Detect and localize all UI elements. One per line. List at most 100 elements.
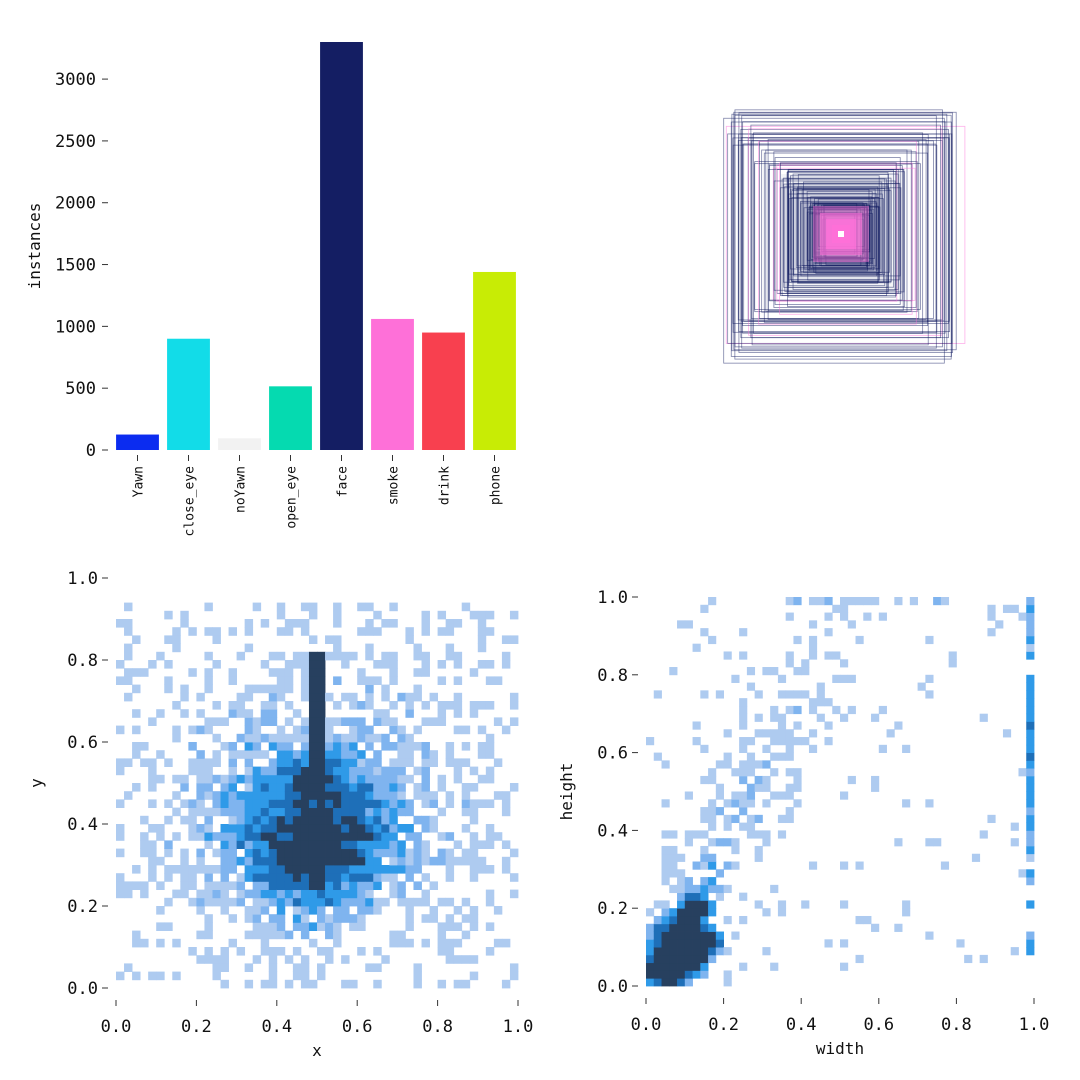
wh-chart-cell — [661, 908, 670, 917]
xy-chart-cell — [445, 758, 455, 767]
wh-chart-cell — [731, 791, 740, 800]
wh-chart-cell — [871, 783, 880, 792]
xy-chart-cell — [228, 815, 237, 825]
xy-chart-cell — [220, 979, 229, 989]
wh-chart-cell — [762, 760, 771, 769]
wh-chart-cell — [808, 635, 818, 645]
xy-chart-cell — [349, 766, 358, 776]
xy-chart-cell — [405, 709, 414, 718]
xy-chart-cell — [325, 865, 334, 874]
xy-chart-cell — [373, 832, 382, 841]
wh-chart-cell — [987, 612, 996, 621]
xy-chart-cell — [212, 791, 221, 800]
xy-chart-cell — [341, 692, 350, 702]
bar-category-label: phone — [489, 466, 504, 505]
xy-chart-cell — [236, 824, 246, 833]
wh-chart-cell — [855, 861, 864, 870]
xy-chart-cell — [349, 651, 358, 661]
xy-chart-cell — [276, 873, 286, 882]
xy-chart-cell — [212, 963, 221, 972]
wh-chart-cell — [816, 713, 825, 722]
xy-chart-cell — [300, 717, 310, 726]
xy-chart-cell — [373, 856, 382, 866]
xy-chart-cell — [268, 742, 278, 751]
xy-chart-cell — [252, 955, 262, 964]
xy-chart-cell — [220, 906, 229, 915]
wh-chart-cell — [1026, 651, 1035, 660]
xy-chart-cell — [405, 750, 414, 759]
wh-chart-cell — [692, 721, 701, 730]
xy-chart-cell — [308, 848, 318, 858]
wh-chart-cell — [840, 659, 849, 668]
xy-chart-cell — [116, 799, 125, 808]
xy-chart-cell — [365, 824, 374, 833]
wh-chart-cell — [808, 643, 818, 652]
wh-chart-cell — [653, 931, 662, 940]
xy-chart-cell — [357, 922, 366, 931]
bbox-outline — [773, 180, 896, 291]
xy-chart-cell — [365, 815, 374, 825]
xy-chart-cell — [333, 824, 342, 833]
wh-chart-cell — [925, 674, 934, 683]
xy-chart-cell — [124, 668, 133, 677]
wh-chart-cell — [661, 830, 670, 839]
xy-chart-cell — [429, 799, 438, 808]
bar-open_eye — [269, 386, 312, 450]
xy-chart-cell — [204, 774, 213, 784]
xy-chart-cell — [421, 938, 430, 948]
xy-chart-cell — [188, 824, 197, 833]
xy-chart-cell — [228, 824, 237, 833]
xy-chart-cell — [357, 799, 366, 808]
xy-chart-cell — [381, 783, 390, 792]
xy-chart-cell — [236, 807, 246, 817]
wh-chart-cell — [708, 635, 717, 645]
wh-chart-cell — [1026, 604, 1035, 613]
wh-chart-cell — [933, 838, 942, 847]
xy-chart-cell — [268, 709, 278, 718]
wh-chart-cell — [1026, 643, 1035, 652]
xy-chart-cell — [228, 701, 237, 710]
wh-chart-cell — [847, 674, 856, 683]
wh-chart-cell — [739, 705, 748, 715]
xy-chart-cell — [389, 938, 398, 948]
xy-chart-cell — [268, 930, 278, 940]
xy-chart-cell — [244, 643, 254, 653]
xy-chart-cell — [156, 856, 165, 866]
xy-chart-cell — [405, 733, 414, 743]
wh-chart-cell — [746, 752, 756, 761]
xy-chart-cell — [469, 971, 479, 981]
xy-chart-cell — [501, 856, 511, 866]
wh-chart-cell — [746, 768, 756, 777]
xy-chart-cell — [228, 897, 237, 907]
wh-chart-cell — [902, 900, 911, 909]
xy-chart-cell — [349, 840, 358, 849]
wh-chart-cell — [653, 900, 662, 909]
wh-chart-cell — [832, 674, 841, 683]
xy-chart-cell — [148, 799, 157, 808]
xy-chart-cell — [461, 897, 471, 907]
xy-chart-cell — [276, 865, 286, 874]
wh-chart-cell — [746, 830, 756, 839]
wh-chart-cell — [824, 721, 833, 730]
xy-chart-cell — [317, 848, 326, 858]
xy-chart-cell — [501, 651, 511, 661]
xy-chart-cell — [405, 758, 414, 767]
xy-chart-cell — [365, 684, 374, 694]
xy-chart-cell — [437, 922, 447, 931]
xy-chart-cell — [132, 938, 141, 948]
wh-chart-cell — [646, 962, 655, 971]
wh-chart-cell — [948, 659, 957, 668]
xy-chart-cell — [204, 922, 213, 931]
xy-chart-ytick-label: 0.0 — [67, 979, 98, 999]
xy-chart-cell — [276, 627, 286, 636]
xy-chart-cell — [453, 922, 463, 931]
wh-chart-cell — [840, 939, 849, 948]
xy-chart-cell — [357, 668, 366, 677]
xy-chart-cell — [509, 848, 519, 858]
xy-chart-cell — [204, 725, 213, 735]
xy-chart-cell — [132, 668, 141, 677]
xy-chart-cell — [437, 660, 447, 669]
xy-chart-cell — [357, 725, 366, 735]
xy-chart-cell — [317, 668, 326, 677]
xy-chart-cell — [389, 865, 398, 874]
